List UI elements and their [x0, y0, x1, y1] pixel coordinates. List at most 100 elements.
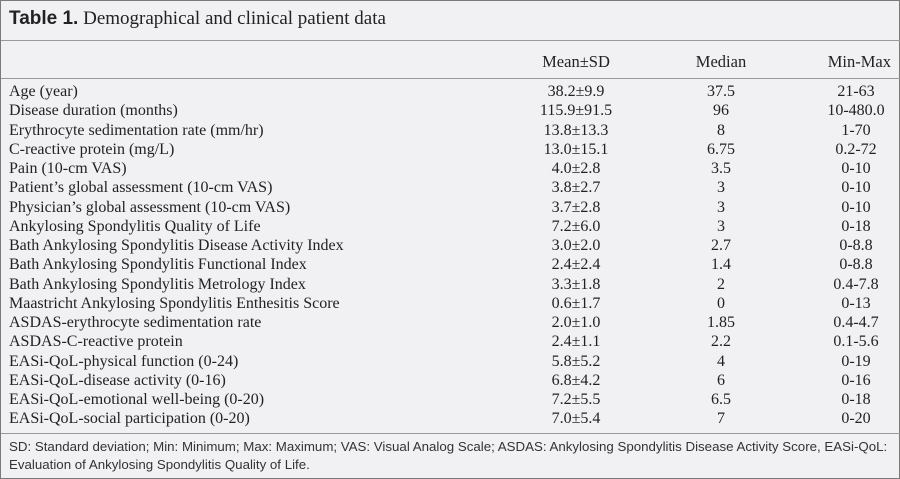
table-title: Table 1. Demographical and clinical pati…: [9, 8, 386, 30]
cell-mean-sd: 4.0±2.8: [551, 160, 601, 177]
cell-median: 37.5: [707, 83, 735, 100]
cell-mean-sd: 5.8±5.2: [551, 352, 601, 370]
cell-median: 2.7: [711, 237, 731, 254]
table-row: Disease duration (months) 115.9±91.5 96 10-…: [1, 102, 900, 121]
cell-mean-sd: 0.6±1.7: [551, 294, 601, 312]
table-row: EASi-QoL-emotional well-being (0-20) 7.2±…: [1, 391, 900, 410]
cell-mean-sd: 2.4±1.1: [551, 333, 601, 351]
header-mean-sd: Mean±SD: [542, 52, 610, 71]
cell-min-max: 0-16: [841, 371, 871, 389]
header-min-max: Min-Max: [827, 52, 891, 71]
row-label: EASi-QoL-physical function (0-24): [9, 352, 239, 370]
cell-min-max: 0.4-4.7: [833, 314, 879, 331]
cell-median: 0: [717, 294, 725, 312]
row-label: EASi-QoL-disease activity (0-16): [9, 371, 226, 389]
cell-min-max: 0-20: [841, 410, 871, 428]
cell-median: 6.75: [707, 140, 735, 158]
cell-mean-sd: 13.0±15.1: [543, 140, 609, 158]
cell-min-max: 0-10: [841, 160, 871, 177]
table-row: EASi-QoL-physical function (0-24) 5.8±5.2…: [1, 353, 900, 372]
cell-min-max: 10-480.0: [827, 102, 885, 120]
table-row: Bath Ankylosing Spondylitis Disease Acti…: [1, 237, 900, 256]
cell-median: 1.4: [711, 256, 731, 274]
cell-median: 2.2: [711, 333, 731, 351]
cell-mean-sd: 38.2±9.9: [547, 83, 605, 100]
table-number: Table 1.: [9, 8, 79, 29]
cell-mean-sd: 2.0±1.0: [551, 314, 601, 331]
table-footnote: SD: Standard deviation; Min: Minimum; Ma…: [9, 439, 888, 472]
cell-median: 6.5: [711, 391, 731, 408]
row-label: Maastricht Ankylosing Spondylitis Enthes…: [9, 294, 340, 312]
cell-median: 3: [717, 198, 725, 216]
cell-mean-sd: 115.9±91.5: [539, 102, 613, 120]
row-label: Age (year): [9, 83, 78, 100]
row-label: Ankylosing Spondylitis Quality of Life: [9, 217, 261, 235]
cell-mean-sd: 2.4±2.4: [551, 256, 601, 274]
footer-divider: [1, 433, 900, 434]
table-row: Physician’s global assessment (10-cm VAS…: [1, 199, 900, 218]
cell-min-max: 0-10: [841, 179, 871, 197]
header-divider: [1, 78, 900, 79]
cell-min-max: 0-18: [841, 217, 871, 235]
cell-median: 6: [717, 371, 725, 389]
row-label: Bath Ankylosing Spondylitis Metrology In…: [9, 275, 306, 293]
row-label: ASDAS-erythrocyte sedimentation rate: [9, 314, 262, 331]
table-row: C-reactive protein (mg/L) 13.0±15.1 6.75 0.…: [1, 141, 900, 160]
row-label: Pain (10-cm VAS): [9, 160, 127, 177]
row-label: C-reactive protein (mg/L): [9, 140, 175, 158]
cell-median: 2: [717, 275, 725, 293]
cell-median: 3: [717, 217, 725, 235]
cell-mean-sd: 3.0±2.0: [551, 237, 601, 254]
cell-min-max: 21-63: [837, 83, 875, 100]
cell-mean-sd: 6.8±4.2: [551, 371, 601, 389]
row-label: EASi-QoL-social participation (0-20): [9, 410, 250, 428]
table-row: Bath Ankylosing Spondylitis Functional I…: [1, 256, 900, 275]
table-row: Bath Ankylosing Spondylitis Metrology In…: [1, 276, 900, 295]
cell-mean-sd: 7.2±5.5: [551, 391, 601, 408]
cell-min-max: 0-10: [841, 198, 871, 216]
cell-mean-sd: 13.8±13.3: [543, 121, 609, 139]
table-row: Pain (10-cm VAS) 4.0±2.8 3.5 0-10: [1, 160, 900, 179]
row-label: EASi-QoL-emotional well-being (0-20): [9, 391, 265, 408]
cell-mean-sd: 7.0±5.4: [551, 410, 601, 428]
cell-median: 1.85: [707, 314, 735, 331]
title-divider: [1, 40, 900, 41]
row-label: Erythrocyte sedimentation rate (mm/hr): [9, 121, 264, 139]
cell-median: 4: [717, 352, 725, 370]
row-label: Bath Ankylosing Spondylitis Disease Acti…: [9, 237, 344, 254]
cell-min-max: 0-8.8: [839, 237, 873, 254]
row-label: Disease duration (months): [9, 102, 178, 120]
cell-mean-sd: 3.7±2.8: [551, 198, 601, 216]
cell-min-max: 0-13: [841, 294, 871, 312]
cell-min-max: 0-8.8: [839, 256, 873, 274]
cell-min-max: 1-70: [841, 121, 871, 139]
table-row: EASi-QoL-disease activity (0-16) 6.8±4.2 6…: [1, 372, 900, 391]
row-label: Physician’s global assessment (10-cm VAS…: [9, 198, 291, 216]
row-label: Patient’s global assessment (10-cm VAS): [9, 179, 273, 197]
table-caption: Demographical and clinical patient data: [83, 8, 386, 29]
cell-min-max: 0.4-7.8: [833, 275, 879, 293]
table-row: ASDAS-erythrocyte sedimentation rate 2.0±…: [1, 314, 900, 333]
cell-median: 96: [713, 102, 729, 120]
table-row: Erythrocyte sedimentation rate (mm/hr) 13…: [1, 122, 900, 141]
cell-median: 8: [717, 121, 725, 139]
table-row: Age (year) 38.2±9.9 37.5 21-63: [1, 83, 900, 102]
table-row: Maastricht Ankylosing Spondylitis Enthes…: [1, 295, 900, 314]
cell-min-max: 0.1-5.6: [833, 333, 879, 351]
cell-median: 3.5: [711, 160, 731, 177]
header-median: Median: [695, 52, 747, 71]
cell-min-max: 0-19: [841, 352, 871, 370]
row-label: Bath Ankylosing Spondylitis Functional I…: [9, 256, 307, 274]
cell-mean-sd: 3.3±1.8: [551, 275, 601, 293]
table-row: Patient’s global assessment (10-cm VAS) 3…: [1, 179, 900, 198]
cell-median: 7: [717, 410, 725, 428]
table-row: EASi-QoL-social participation (0-20) 7.0±…: [1, 410, 900, 429]
cell-median: 3: [717, 179, 725, 197]
cell-min-max: 0-18: [841, 391, 871, 408]
cell-mean-sd: 3.8±2.7: [551, 179, 601, 197]
row-label: ASDAS-C-reactive protein: [9, 333, 183, 351]
cell-min-max: 0.2-72: [835, 140, 877, 158]
table-row: Ankylosing Spondylitis Quality of Life 7.…: [1, 218, 900, 237]
cell-mean-sd: 7.2±6.0: [551, 217, 601, 235]
